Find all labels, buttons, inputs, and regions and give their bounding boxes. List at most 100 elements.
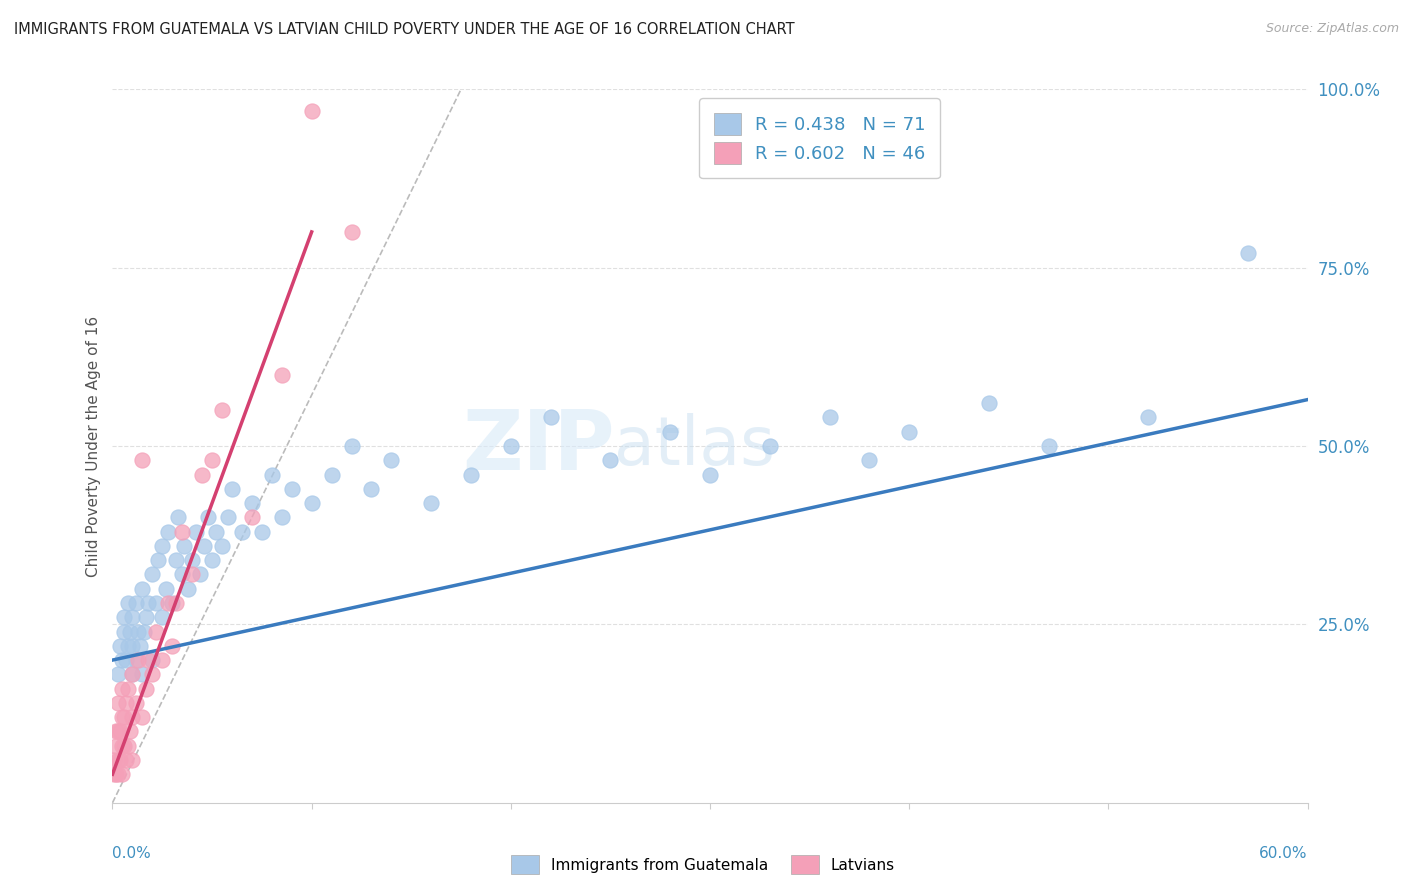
Point xyxy=(141,653,163,667)
Point xyxy=(115,696,138,710)
Point xyxy=(141,567,163,582)
Point xyxy=(186,524,208,539)
Point xyxy=(103,753,125,767)
Point xyxy=(250,524,273,539)
Point xyxy=(201,453,224,467)
Point xyxy=(145,624,167,639)
Point xyxy=(121,753,143,767)
Point xyxy=(110,724,132,739)
Point xyxy=(111,767,134,781)
Point xyxy=(181,553,204,567)
Text: IMMIGRANTS FROM GUATEMALA VS LATVIAN CHILD POVERTY UNDER THE AGE OF 16 CORRELATI: IMMIGRANTS FROM GUATEMALA VS LATVIAN CHI… xyxy=(14,22,794,37)
Point xyxy=(172,567,194,582)
Point xyxy=(599,453,621,467)
Point xyxy=(157,596,180,610)
Point xyxy=(121,667,143,681)
Point xyxy=(141,667,163,681)
Point xyxy=(211,539,233,553)
Point xyxy=(260,467,283,482)
Point xyxy=(121,639,143,653)
Point xyxy=(499,439,522,453)
Point xyxy=(281,482,304,496)
Point xyxy=(114,610,135,624)
Point xyxy=(107,724,129,739)
Text: 0.0%: 0.0% xyxy=(112,846,152,861)
Point xyxy=(157,524,180,539)
Point xyxy=(380,453,402,467)
Point xyxy=(1237,246,1260,260)
Text: ZIP: ZIP xyxy=(463,406,614,486)
Point xyxy=(360,482,382,496)
Point xyxy=(148,553,170,567)
Point xyxy=(121,667,143,681)
Point xyxy=(107,767,129,781)
Point xyxy=(301,496,323,510)
Point xyxy=(103,767,125,781)
Point xyxy=(121,610,143,624)
Point xyxy=(120,624,142,639)
Point xyxy=(321,467,343,482)
Point xyxy=(117,596,139,610)
Point xyxy=(115,753,138,767)
Point xyxy=(107,696,129,710)
Point xyxy=(120,724,142,739)
Point xyxy=(135,681,157,696)
Point xyxy=(155,582,177,596)
Point xyxy=(221,482,243,496)
Point xyxy=(197,510,219,524)
Point xyxy=(977,396,1000,410)
Point xyxy=(173,539,195,553)
Point xyxy=(165,596,187,610)
Point xyxy=(145,596,167,610)
Text: atlas: atlas xyxy=(614,413,775,479)
Point xyxy=(231,524,253,539)
Point xyxy=(167,510,190,524)
Point xyxy=(111,710,134,724)
Point xyxy=(201,553,224,567)
Point xyxy=(131,667,153,681)
Point xyxy=(181,567,204,582)
Point xyxy=(205,524,228,539)
Point xyxy=(115,653,138,667)
Point xyxy=(131,582,153,596)
Legend: Immigrants from Guatemala, Latvians: Immigrants from Guatemala, Latvians xyxy=(505,849,901,880)
Point xyxy=(165,553,187,567)
Point xyxy=(340,439,363,453)
Point xyxy=(138,653,160,667)
Point xyxy=(125,696,148,710)
Point xyxy=(270,510,292,524)
Point xyxy=(111,681,134,696)
Legend: R = 0.438   N = 71, R = 0.602   N = 46: R = 0.438 N = 71, R = 0.602 N = 46 xyxy=(699,98,941,178)
Point xyxy=(127,624,149,639)
Point xyxy=(150,610,173,624)
Point xyxy=(191,467,214,482)
Point xyxy=(217,510,239,524)
Point xyxy=(117,639,139,653)
Point xyxy=(699,467,721,482)
Point xyxy=(110,753,132,767)
Point xyxy=(138,596,160,610)
Point xyxy=(114,624,135,639)
Text: 60.0%: 60.0% xyxy=(1260,846,1308,861)
Point xyxy=(759,439,782,453)
Point xyxy=(135,610,157,624)
Point xyxy=(107,753,129,767)
Point xyxy=(117,739,139,753)
Point xyxy=(211,403,233,417)
Point xyxy=(121,710,143,724)
Point xyxy=(460,467,482,482)
Point xyxy=(659,425,682,439)
Point xyxy=(162,639,183,653)
Point xyxy=(150,653,173,667)
Point xyxy=(111,653,134,667)
Point xyxy=(107,667,129,681)
Point xyxy=(111,739,134,753)
Point xyxy=(240,496,263,510)
Point xyxy=(188,567,211,582)
Point xyxy=(114,739,135,753)
Point xyxy=(134,624,156,639)
Point xyxy=(127,653,149,667)
Y-axis label: Child Poverty Under the Age of 16: Child Poverty Under the Age of 16 xyxy=(86,316,101,576)
Point xyxy=(125,596,148,610)
Point xyxy=(125,653,148,667)
